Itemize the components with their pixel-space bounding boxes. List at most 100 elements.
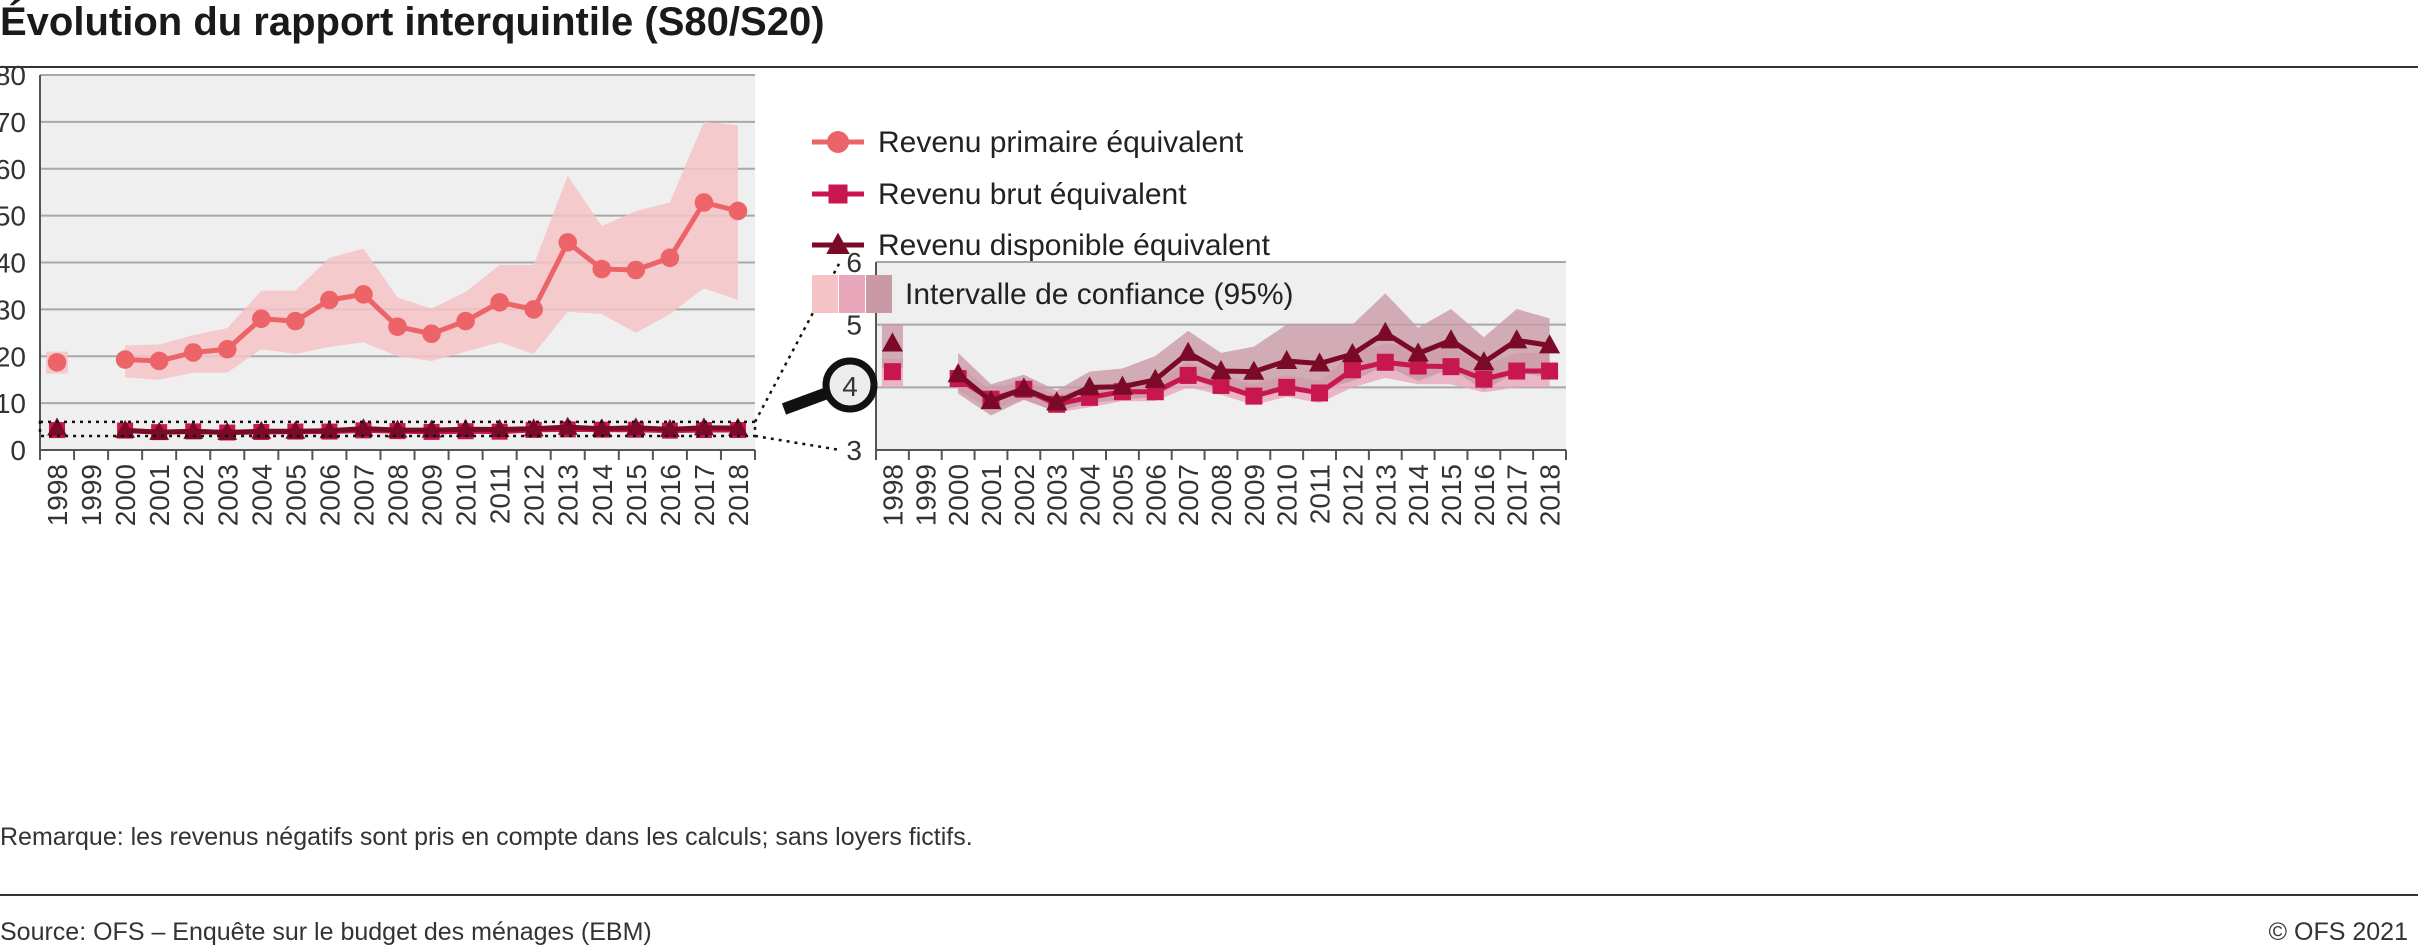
main-point-primaire bbox=[388, 317, 407, 336]
zoom-x-tick-label: 1999 bbox=[910, 464, 941, 526]
zoom-x-tick-label: 2009 bbox=[1239, 464, 1270, 526]
chart-note: Remarque: les revenus négatifs sont pris… bbox=[0, 823, 973, 851]
zoom-point-brut bbox=[1475, 370, 1493, 388]
zoom-x-tick-label: 2015 bbox=[1436, 464, 1467, 526]
legend-swatch-band_brut bbox=[839, 275, 865, 313]
zoom-point-disponible bbox=[980, 390, 1002, 410]
zoom-x-tick-label: 2001 bbox=[976, 464, 1007, 526]
main-point-disponible bbox=[625, 417, 646, 436]
main-y-tick-label: 0 bbox=[10, 435, 26, 466]
main-x-tick-label: 2004 bbox=[246, 464, 277, 526]
main-y-tick-label: 70 bbox=[0, 107, 26, 138]
main-x-tick-label: 2005 bbox=[280, 464, 311, 526]
main-x-tick-label: 2011 bbox=[485, 464, 516, 524]
main-x-tick-label: 2008 bbox=[383, 464, 414, 526]
main-y-tick-label: 50 bbox=[0, 201, 26, 232]
zoom-point-brut bbox=[1311, 384, 1329, 402]
zoom-point-disponible bbox=[947, 363, 969, 383]
main-point-primaire bbox=[490, 293, 509, 312]
zoom-point-brut bbox=[1541, 362, 1559, 380]
zoom-point-disponible bbox=[1210, 359, 1232, 380]
main-y-tick-label: 40 bbox=[0, 248, 26, 279]
zoom-x-tick-label: 2002 bbox=[1009, 464, 1040, 526]
magnifier-label: 4 bbox=[842, 371, 858, 402]
zoom-point-brut bbox=[1508, 362, 1526, 380]
zoom-x-tick-label: 2012 bbox=[1337, 464, 1368, 526]
main-point-disponible bbox=[353, 418, 374, 437]
main-point-disponible bbox=[421, 419, 442, 438]
zoom-x-tick-label: 2003 bbox=[1042, 464, 1073, 526]
main-x-tick-label: 2014 bbox=[587, 464, 618, 526]
legend-marker-brut bbox=[828, 184, 848, 204]
main-point-primaire bbox=[524, 300, 543, 319]
main-x-tick-label: 2002 bbox=[178, 464, 209, 526]
main-point-primaire bbox=[320, 290, 339, 310]
zoom-x-tick-label: 2008 bbox=[1206, 464, 1237, 526]
main-point-disponible bbox=[557, 416, 578, 435]
main-point-primaire bbox=[354, 285, 373, 304]
main-y-tick-label: 10 bbox=[0, 388, 26, 419]
zoom-x-tick-label: 2017 bbox=[1502, 464, 1533, 526]
zoom-connector-bottom bbox=[754, 434, 841, 452]
copyright-text: © OFS 2021 bbox=[2268, 918, 2408, 946]
zoom-point-disponible bbox=[1539, 334, 1561, 354]
zoom-point-brut bbox=[1245, 387, 1263, 405]
main-y-tick-label: 60 bbox=[0, 154, 26, 185]
zoom-x-tick-label: 2016 bbox=[1469, 464, 1500, 526]
main-point-primaire bbox=[149, 351, 169, 371]
zoom-point-brut bbox=[1343, 361, 1361, 379]
main-point-disponible bbox=[591, 418, 612, 437]
main-x-tick-label: 2003 bbox=[212, 464, 243, 526]
zoom-point-disponible bbox=[1013, 377, 1035, 397]
zoom-window bbox=[38, 420, 757, 438]
main-point-primaire bbox=[626, 260, 646, 280]
zoom-point-brut bbox=[1409, 357, 1427, 375]
zoom-x-tick-label: 2013 bbox=[1370, 464, 1401, 526]
legend-label: Revenu brut équivalent bbox=[878, 178, 1187, 211]
zoom-point-brut bbox=[1278, 378, 1296, 396]
main-point-disponible bbox=[115, 419, 136, 438]
source-text: Source: OFS – Enquête sur le budget des … bbox=[0, 918, 652, 946]
main-point-disponible bbox=[659, 418, 680, 437]
title-divider bbox=[0, 66, 2418, 68]
main-point-primaire bbox=[252, 309, 271, 329]
zoom-point-disponible bbox=[1440, 329, 1462, 349]
main-point-primaire bbox=[456, 311, 475, 331]
main-point-disponible bbox=[47, 417, 67, 436]
zoom-point-disponible bbox=[1341, 343, 1363, 363]
main-point-primaire bbox=[47, 353, 67, 372]
zoom-point-disponible bbox=[1276, 349, 1298, 370]
main-y-tick-label: 20 bbox=[0, 341, 26, 372]
legend-label: Revenu disponible équivalent bbox=[878, 229, 1271, 262]
main-x-tick-label: 2007 bbox=[348, 464, 379, 526]
zoom-x-tick-label: 2004 bbox=[1075, 464, 1106, 526]
zoom-x-tick-label: 2007 bbox=[1173, 464, 1204, 526]
main-point-primaire bbox=[660, 248, 680, 268]
zoom-point-disponible bbox=[1046, 391, 1068, 411]
main-x-tick-label: 2016 bbox=[655, 464, 686, 526]
main-point-disponible bbox=[523, 418, 544, 437]
main-point-primaire bbox=[728, 201, 748, 221]
main-point-primaire bbox=[558, 233, 578, 252]
main-x-tick-label: 2006 bbox=[314, 464, 345, 526]
main-point-disponible bbox=[183, 420, 204, 439]
main-point-primaire bbox=[286, 311, 305, 331]
footer-divider bbox=[0, 894, 2418, 896]
main-x-tick-label: 2015 bbox=[621, 464, 652, 526]
main-point-disponible bbox=[217, 421, 238, 440]
main-x-tick-label: 2013 bbox=[553, 464, 584, 526]
zoom-x-tick-label: 2011 bbox=[1305, 464, 1336, 524]
zoom-y-tick-label: 3 bbox=[846, 435, 862, 466]
main-point-primaire bbox=[217, 339, 237, 359]
zoom-x-tick-label: 2005 bbox=[1107, 464, 1138, 526]
zoom-point-disponible bbox=[881, 332, 903, 352]
main-y-tick-label: 80 bbox=[0, 60, 26, 91]
zoom-point-disponible bbox=[1177, 341, 1199, 361]
main-x-tick-label: 2000 bbox=[110, 464, 141, 526]
main-point-primaire bbox=[422, 324, 441, 344]
main-point-disponible bbox=[285, 420, 306, 439]
zoom-point-disponible bbox=[1144, 368, 1166, 388]
main-ci-band-primaire bbox=[125, 121, 738, 380]
magnifier-icon bbox=[822, 357, 878, 413]
